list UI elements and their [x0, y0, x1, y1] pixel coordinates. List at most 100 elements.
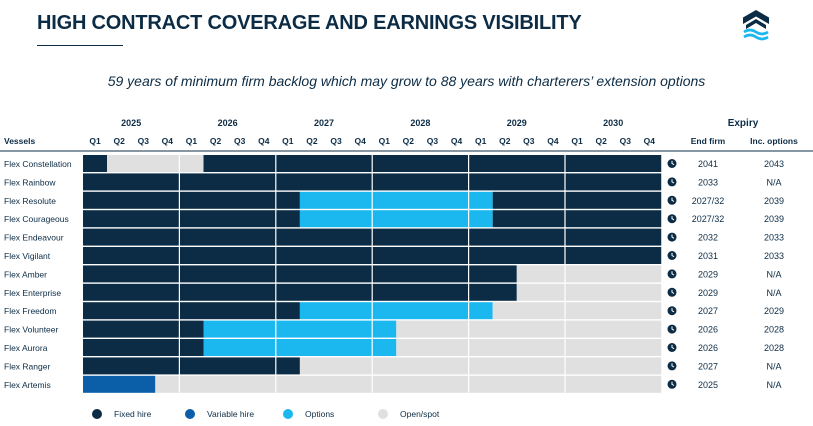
bar-open	[299, 357, 662, 375]
legend-swatch-open	[378, 409, 388, 419]
end-firm-value: 2031	[698, 251, 718, 261]
end-firm-value: 2041	[698, 159, 718, 169]
end-firm-value: 2032	[698, 233, 718, 243]
quarter-label: Q4	[547, 136, 559, 146]
inc-options-value: N/A	[766, 361, 781, 371]
bar-options	[203, 320, 397, 338]
end-firm-value: 2029	[698, 288, 718, 298]
clock-hand	[671, 216, 675, 221]
bar-fixed	[83, 155, 108, 172]
vessel-name: Flex Ranger	[4, 361, 50, 371]
clock-hand	[671, 308, 675, 313]
quarter-label: Q1	[89, 136, 101, 146]
clock-hand	[671, 252, 675, 258]
bar-fixed	[203, 155, 662, 172]
vessel-name: Flex Amber	[4, 269, 47, 279]
inc-options-value: N/A	[766, 269, 781, 279]
page-subtitle: 59 years of minimum firm backlog which m…	[107, 73, 706, 89]
clock-hand	[671, 363, 675, 368]
quarter-label: Q2	[595, 136, 607, 146]
bar-options	[299, 302, 493, 320]
quarter-label: Q1	[282, 136, 294, 146]
quarter-label: Q4	[258, 136, 270, 146]
quarter-label: Q4	[644, 136, 656, 146]
inc-options-value: 2033	[764, 233, 784, 243]
clock-hand	[671, 197, 675, 202]
quarter-label: Q3	[138, 136, 150, 146]
legend-swatch-options	[283, 409, 293, 419]
bar-open	[396, 320, 662, 338]
legend-label: Variable hire	[207, 409, 255, 419]
bar-options	[299, 210, 493, 228]
quarter-label: Q3	[620, 136, 632, 146]
legend-item-options: Options	[283, 409, 334, 419]
year-label-2028: 2028	[410, 118, 430, 128]
clock-hand	[671, 234, 675, 239]
clock-hand	[671, 344, 675, 350]
end-firm-value: 2027	[698, 361, 718, 371]
vessel-name: Flex Resolute	[4, 196, 56, 206]
title-underline	[37, 45, 123, 46]
vessel-name: Flex Endeavour	[4, 233, 64, 243]
clock-hand	[671, 160, 675, 166]
inc-options-value: N/A	[766, 380, 781, 390]
quarter-label: Q2	[403, 136, 415, 146]
vessel-name: Flex Enterprise	[4, 288, 61, 298]
vessel-name: Flex Courageous	[4, 214, 69, 224]
bar-open	[492, 302, 662, 320]
vessel-name: Flex Vigilant	[4, 251, 51, 261]
legend-swatch-variable	[185, 409, 195, 419]
legend-item-variable: Variable hire	[185, 409, 254, 419]
bar-open	[396, 339, 662, 356]
legend-item-fixed: Fixed hire	[92, 409, 151, 419]
bar-variable	[83, 375, 156, 393]
legend-label: Fixed hire	[114, 409, 152, 419]
quarter-label: Q2	[113, 136, 125, 146]
inc-options-value: 2033	[764, 251, 784, 261]
bar-open	[155, 375, 662, 393]
end-firm-value: 2026	[698, 343, 718, 353]
quarter-label: Q2	[499, 136, 511, 146]
bar-fixed	[83, 210, 300, 228]
quarter-label: Q1	[475, 136, 487, 146]
expiry-header: Expiry	[728, 118, 759, 129]
vessel-name: Flex Constellation	[4, 159, 72, 169]
bar-fixed	[83, 283, 517, 301]
bar-open	[516, 283, 662, 301]
quarter-label: Q3	[427, 136, 439, 146]
quarter-label: Q4	[451, 136, 463, 146]
inc-options-value: 2029	[764, 306, 784, 316]
year-label-2029: 2029	[507, 118, 527, 128]
quarter-label: Q2	[306, 136, 318, 146]
end-firm-value: 2026	[698, 325, 718, 335]
bar-fixed	[83, 320, 204, 338]
bar-fixed	[492, 210, 662, 228]
flex-lng-logo-icon	[743, 10, 769, 41]
page-title: HIGH CONTRACT COVERAGE AND EARNINGS VISI…	[37, 12, 582, 34]
year-label-2030: 2030	[603, 118, 623, 128]
vessel-name: Flex Aurora	[4, 343, 48, 353]
clock-hand	[671, 179, 675, 184]
inc-options-value: 2028	[764, 325, 784, 335]
quarter-label: Q3	[330, 136, 342, 146]
legend-swatch-fixed	[92, 409, 102, 419]
clock-hand	[671, 289, 675, 294]
clock-hand	[671, 326, 675, 331]
quarter-label: Q4	[162, 136, 174, 146]
end-firm-header: End firm	[691, 136, 726, 146]
bar-options	[203, 339, 397, 356]
legend-label: Options	[305, 409, 335, 419]
inc-options-header: Inc. options	[750, 136, 798, 146]
bar-open	[107, 155, 204, 172]
vessel-name: Flex Freedom	[4, 306, 56, 316]
end-firm-value: 2033	[698, 177, 718, 187]
end-firm-value: 2027/32	[692, 196, 725, 206]
fleet-contract-chart: 2025 2026 2027 2028 2029 2030 Vessels Q1 Q2 Q3 Q4 Q…	[0, 118, 813, 393]
inc-options-value: 2043	[764, 159, 784, 169]
legend-item-open: Open/spot	[378, 409, 439, 419]
quarter-label: Q1	[571, 136, 583, 146]
vessel-name: Flex Volunteer	[4, 325, 59, 335]
quarter-label: Q1	[186, 136, 198, 146]
end-firm-value: 2025	[698, 380, 718, 390]
quarter-label: Q4	[354, 136, 366, 146]
